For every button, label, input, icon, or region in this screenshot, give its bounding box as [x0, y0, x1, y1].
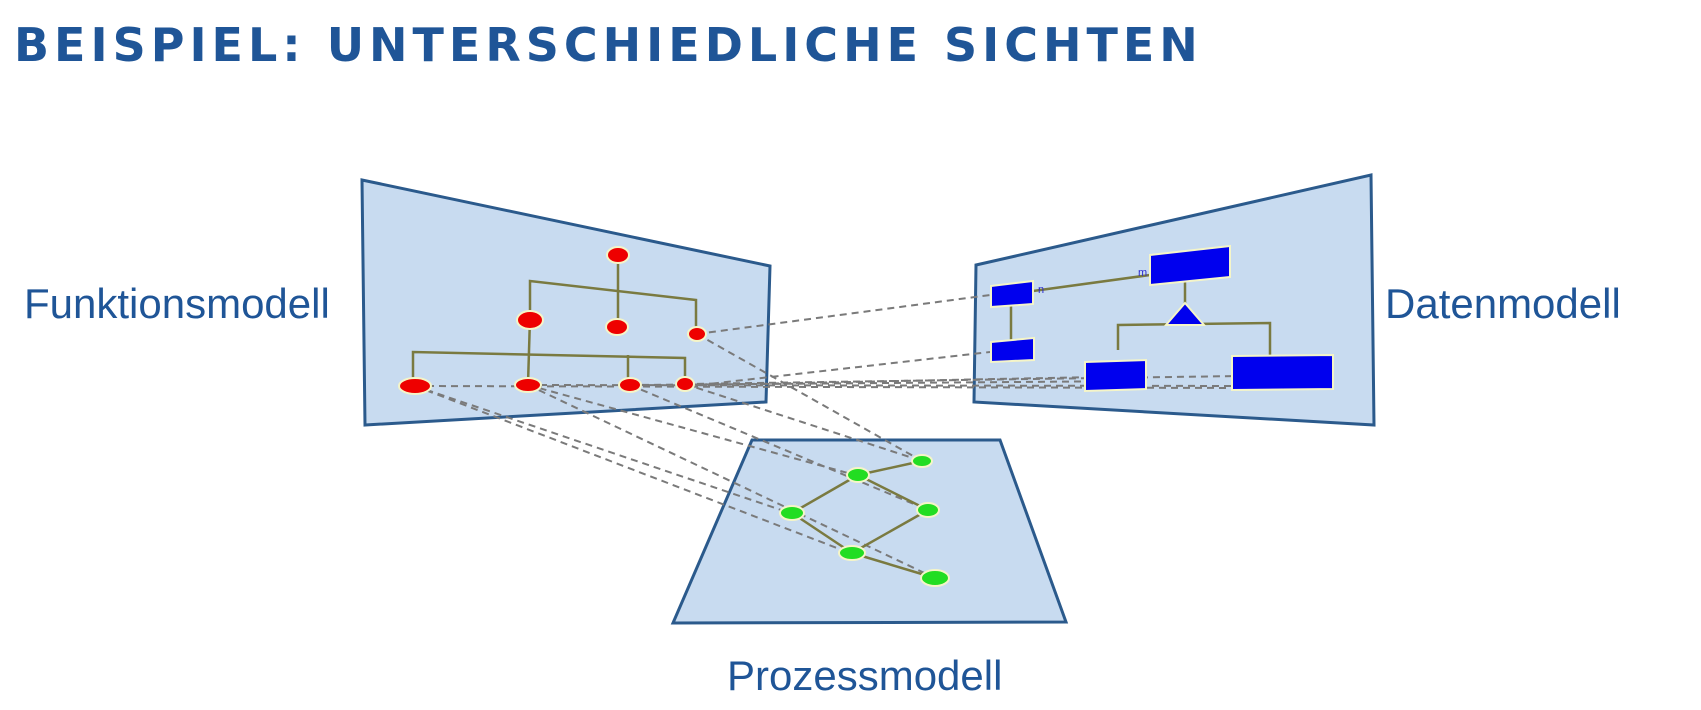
function-node — [399, 378, 431, 394]
process-node — [847, 468, 869, 482]
entity-box — [991, 281, 1033, 307]
cardinality-n-label: n — [1038, 284, 1044, 296]
process-model-plane — [673, 440, 1066, 623]
process-node — [912, 455, 932, 467]
process-node — [780, 506, 804, 520]
function-node — [619, 378, 641, 392]
function-node — [607, 247, 629, 263]
process-node — [839, 546, 865, 560]
cardinality-m-label: m — [1138, 267, 1147, 279]
entity-box — [991, 338, 1034, 362]
function-node — [606, 319, 628, 335]
function-node — [517, 311, 543, 329]
function-node — [688, 327, 706, 341]
process-node — [917, 503, 939, 517]
entity-box — [1232, 355, 1333, 390]
function-node — [676, 377, 694, 391]
function-node — [515, 378, 541, 392]
process-node — [921, 570, 949, 586]
entity-box — [1085, 360, 1146, 391]
